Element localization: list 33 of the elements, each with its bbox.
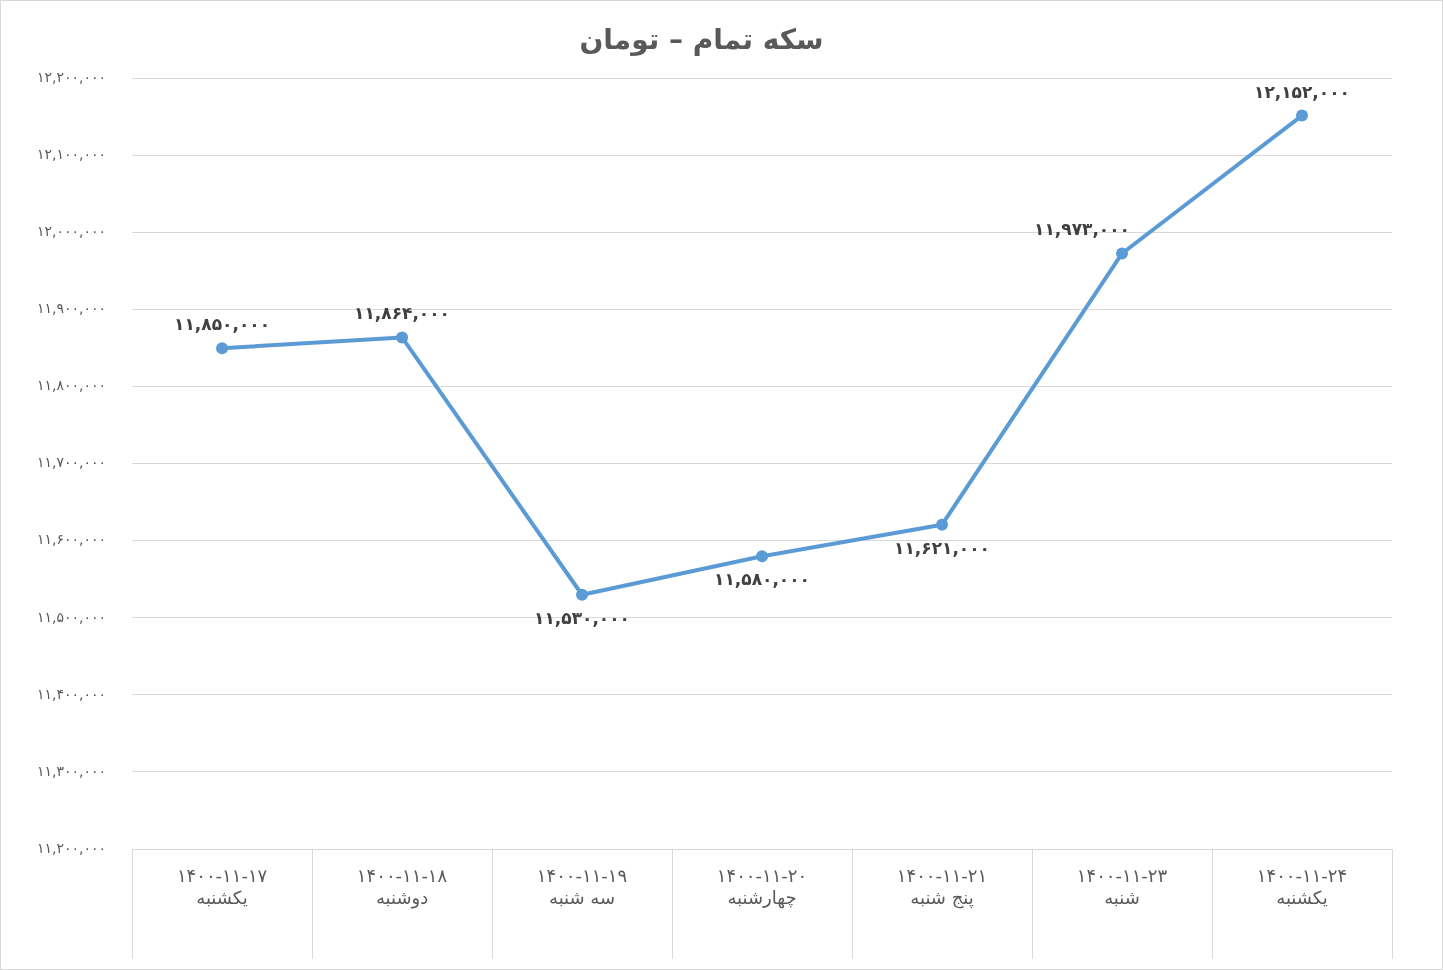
point bbox=[756, 550, 769, 563]
data-label: ۱۱,۵۳۰,۰۰۰ bbox=[534, 607, 631, 628]
x-tick-label: ۱۴۰۰-۱۱-۲۰ چهارشنبه bbox=[716, 865, 808, 910]
point bbox=[936, 518, 949, 531]
y-tick-label: ۱۲,۱۰۰,۰۰۰ bbox=[36, 146, 107, 163]
data-label: ۱۱,۶۲۱,۰۰۰ bbox=[894, 537, 990, 558]
y-tick-label: ۱۱,۳۰۰,۰۰۰ bbox=[36, 762, 107, 779]
x-tick-label: ۱۴۰۰-۱۱-۲۳ شنبه bbox=[1076, 865, 1168, 909]
data-label: ۱۲,۱۵۲,۰۰۰ bbox=[1254, 81, 1350, 102]
y-tick-label: ۱۱,۲۰۰,۰۰۰ bbox=[36, 839, 107, 856]
point bbox=[1296, 109, 1308, 122]
y-tick-label: ۱۱,۴۰۰,۰۰۰ bbox=[36, 685, 107, 702]
y-tick-label: ۱۱,۵۰۰,۰۰۰ bbox=[36, 608, 107, 625]
y-tick-label: ۱۲,۲۰۰,۰۰۰ bbox=[36, 69, 107, 86]
x-tick-label: ۱۴۰۰-۱۱-۱۹ سه شنبه bbox=[536, 865, 628, 909]
point bbox=[216, 342, 229, 355]
data-label: ۱۱,۸۶۴,۰۰۰ bbox=[354, 303, 451, 324]
point bbox=[396, 331, 409, 344]
y-tick-label: ۱۱,۸۰۰,۰۰۰ bbox=[36, 377, 107, 394]
y-tick-label: ۱۲,۰۰۰,۰۰۰ bbox=[36, 223, 107, 240]
point bbox=[576, 588, 589, 601]
y-tick-label: ۱۱,۹۰۰,۰۰۰ bbox=[36, 300, 107, 317]
data-label: ۱۱,۸۵۰,۰۰۰ bbox=[174, 314, 271, 335]
y-tick-label: ۱۱,۶۰۰,۰۰۰ bbox=[36, 531, 107, 548]
x-tick-label: ۱۴۰۰-۱۱-۲۱ پنج شنبه bbox=[896, 865, 988, 910]
data-label: ۱۱,۵۸۰,۰۰۰ bbox=[714, 569, 810, 590]
y-tick-label: ۱۱,۷۰۰,۰۰۰ bbox=[36, 454, 107, 471]
x-tick-label: ۱۴۰۰-۱۱-۲۴ یکشنبه bbox=[1256, 865, 1348, 909]
chart-title: سکه تمام – تومان bbox=[579, 23, 824, 57]
data-label: ۱۱,۹۷۳,۰۰۰ bbox=[1034, 219, 1130, 240]
x-tick-label: ۱۴۰۰-۱۱-۱۸ دوشنبه bbox=[356, 865, 448, 910]
x-tick-label: ۱۴۰۰-۱۱-۱۷ یکشنبه bbox=[176, 865, 268, 909]
point bbox=[1116, 247, 1129, 260]
